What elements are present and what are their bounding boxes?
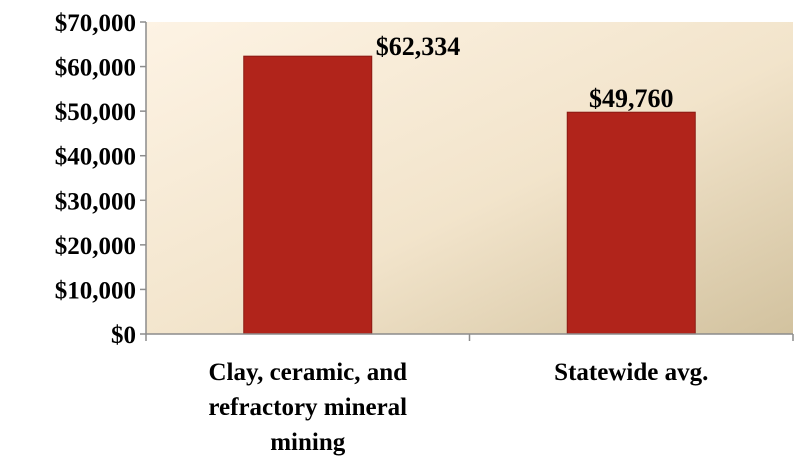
category-label-line: refractory mineral xyxy=(208,394,407,421)
plot-area xyxy=(146,22,793,334)
data-labels: $62,334 $49,760 xyxy=(376,32,674,113)
y-tick-label: $50,000 xyxy=(55,99,136,126)
y-tick-label: $10,000 xyxy=(55,277,136,304)
axes-group xyxy=(140,21,794,341)
bar-1 xyxy=(243,55,373,335)
category-label-line: mining xyxy=(270,429,346,456)
y-tick-label: $20,000 xyxy=(55,233,136,260)
category-label-line: Statewide avg. xyxy=(554,359,708,386)
data-label-1: $62,334 xyxy=(376,32,461,61)
category-label-2: Statewide avg. xyxy=(554,359,708,386)
y-tick-label: $60,000 xyxy=(55,55,136,82)
category-labels: Clay, ceramic, and refractory mineral mini… xyxy=(208,359,708,456)
data-label-2: $49,760 xyxy=(589,84,674,113)
bar-2 xyxy=(566,111,696,335)
category-label-line: Clay, ceramic, and xyxy=(208,359,407,386)
y-tick-label: $30,000 xyxy=(55,188,136,215)
y-tick-label: $40,000 xyxy=(55,144,136,171)
y-tick-label: $70,000 xyxy=(55,10,136,37)
bars-group xyxy=(243,55,696,335)
y-tick-label: $0 xyxy=(111,322,136,349)
y-tick-labels: $0 $10,000 $20,000 $30,000 $40,000 $50,000 $60… xyxy=(55,10,136,349)
category-label-1: Clay, ceramic, and refractory mineral mini… xyxy=(208,359,407,456)
